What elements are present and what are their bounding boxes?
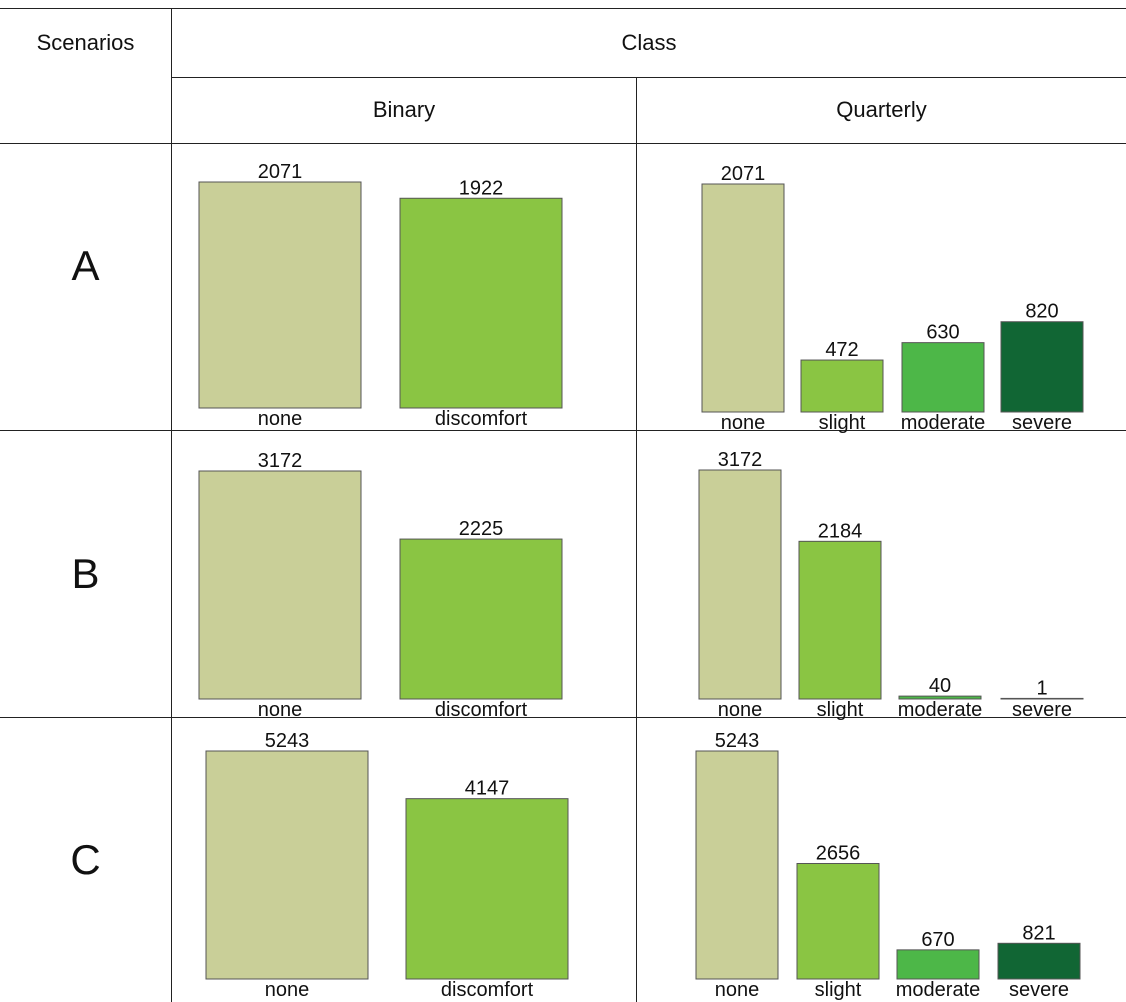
value-label-none: 3172 bbox=[258, 450, 303, 472]
category-label-severe: severe bbox=[1009, 979, 1069, 1001]
scenario-label-c: C bbox=[70, 835, 101, 883]
value-label-discomfort: 2225 bbox=[459, 518, 504, 540]
chart-c-binary: 5243 none 4147 discomfort bbox=[205, 730, 569, 1001]
category-label-none: none bbox=[258, 408, 303, 430]
subheader-divider bbox=[0, 143, 1126, 144]
bar-slight bbox=[796, 862, 880, 980]
bar-discomfort bbox=[405, 798, 569, 980]
category-label-moderate: moderate bbox=[898, 699, 983, 721]
scenario-column-divider bbox=[171, 8, 172, 1002]
bar-severe bbox=[997, 942, 1081, 980]
value-label-severe: 821 bbox=[1022, 922, 1055, 944]
bar-discomfort bbox=[399, 197, 563, 409]
value-label-moderate: 40 bbox=[929, 675, 951, 697]
bar-moderate bbox=[898, 695, 982, 700]
category-label-moderate: moderate bbox=[901, 412, 986, 434]
value-label-slight: 2184 bbox=[818, 520, 863, 542]
value-label-none: 3172 bbox=[718, 449, 763, 471]
bar-none bbox=[205, 750, 369, 980]
category-label-none: none bbox=[721, 412, 766, 434]
category-label-slight: slight bbox=[815, 979, 862, 1001]
chart-c-quarterly: 5243 none 2656 slight 670 moderate 821 severe bbox=[695, 730, 1081, 1001]
category-label-none: none bbox=[265, 979, 310, 1001]
header-divider bbox=[172, 77, 1126, 78]
table-top-border bbox=[0, 8, 1126, 9]
class-header: Class bbox=[621, 29, 677, 55]
value-label-severe: 820 bbox=[1025, 301, 1058, 323]
bar-none bbox=[701, 183, 785, 413]
value-label-slight: 2656 bbox=[816, 842, 861, 864]
category-label-discomfort: discomfort bbox=[435, 699, 528, 721]
row-divider-ab bbox=[0, 430, 1126, 431]
value-label-none: 2071 bbox=[258, 161, 303, 183]
category-label-discomfort: discomfort bbox=[441, 979, 534, 1001]
category-label-discomfort: discomfort bbox=[435, 408, 528, 430]
value-label-severe: 1 bbox=[1036, 677, 1047, 699]
bar-none bbox=[198, 470, 362, 700]
value-label-slight: 472 bbox=[825, 339, 858, 361]
category-label-none: none bbox=[718, 699, 763, 721]
bar-slight bbox=[800, 359, 884, 413]
bar-none bbox=[698, 469, 782, 700]
bar-discomfort bbox=[399, 538, 563, 700]
bar-severe bbox=[1000, 697, 1084, 700]
category-label-none: none bbox=[258, 699, 303, 721]
scenario-label-a: A bbox=[71, 241, 100, 289]
quarterly-subheader: Quarterly bbox=[836, 97, 927, 122]
category-label-slight: slight bbox=[817, 699, 864, 721]
value-label-moderate: 630 bbox=[926, 322, 959, 344]
bar-none bbox=[695, 750, 779, 980]
chart-a-quarterly: 2071 none 472 slight 630 moderate 820 severe bbox=[701, 163, 1084, 434]
row-divider-bc bbox=[0, 717, 1126, 718]
category-label-none: none bbox=[715, 979, 760, 1001]
category-label-severe: severe bbox=[1012, 412, 1072, 434]
bar-moderate bbox=[896, 949, 980, 980]
scenario-label-b: B bbox=[71, 549, 100, 597]
category-label-moderate: moderate bbox=[896, 979, 981, 1001]
bar-slight bbox=[798, 540, 882, 700]
bar-moderate bbox=[901, 342, 985, 413]
chart-a-binary: 2071 none 1922 discomfort bbox=[198, 161, 563, 430]
category-label-slight: slight bbox=[819, 412, 866, 434]
value-label-discomfort: 4147 bbox=[465, 778, 510, 800]
bar-none bbox=[198, 181, 362, 409]
category-label-severe: severe bbox=[1012, 699, 1072, 721]
scenarios-header: Scenarios bbox=[36, 29, 135, 55]
value-label-none: 2071 bbox=[721, 163, 766, 185]
value-label-none: 5243 bbox=[265, 730, 310, 752]
value-label-moderate: 670 bbox=[921, 929, 954, 951]
value-label-discomfort: 1922 bbox=[459, 177, 504, 199]
value-label-none: 5243 bbox=[715, 730, 760, 752]
binary-subheader: Binary bbox=[372, 97, 436, 122]
chart-b-binary: 3172 none 2225 discomfort bbox=[198, 450, 563, 721]
bar-severe bbox=[1000, 321, 1084, 413]
class-column-divider bbox=[636, 77, 637, 1002]
